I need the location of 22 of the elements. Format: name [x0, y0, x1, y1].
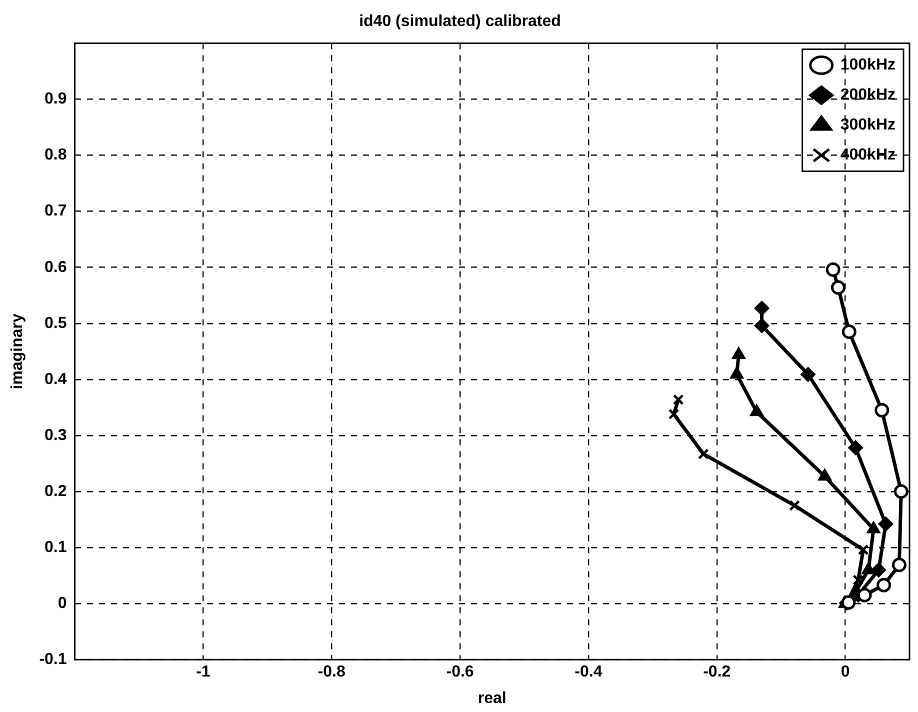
x-tick-label: -0.6 [446, 664, 474, 681]
y-tick-label: 0.9 [44, 90, 67, 108]
y-tick-label: 0.7 [44, 202, 67, 220]
y-tick-label: 0.5 [44, 314, 67, 332]
y-tick-label: 0.1 [44, 538, 67, 556]
y-tick-label: 0.4 [44, 370, 67, 388]
y-tick-label: 0 [58, 594, 67, 612]
x-tick-label: -0.4 [574, 664, 602, 681]
y-tick-label: -0.1 [39, 651, 67, 668]
x-tick-label: 0 [840, 664, 850, 681]
legend-label: 300kHz [840, 116, 896, 134]
y-tick-label: 0.6 [44, 258, 67, 276]
y-tick-label: 0.8 [44, 146, 67, 164]
legend-label: 100kHz [840, 56, 896, 74]
x-axis-title: real [478, 690, 506, 707]
x-tick-label: -0.2 [703, 664, 731, 681]
x-tick-label: -1 [196, 664, 210, 681]
x-tick-label: -0.8 [318, 664, 346, 681]
y-axis-title: imaginary [9, 314, 26, 390]
y-tick-label: 0.3 [44, 426, 67, 444]
y-tick-label: 0.2 [44, 482, 67, 500]
chart-title: id40 (simulated) calibrated [359, 13, 561, 30]
